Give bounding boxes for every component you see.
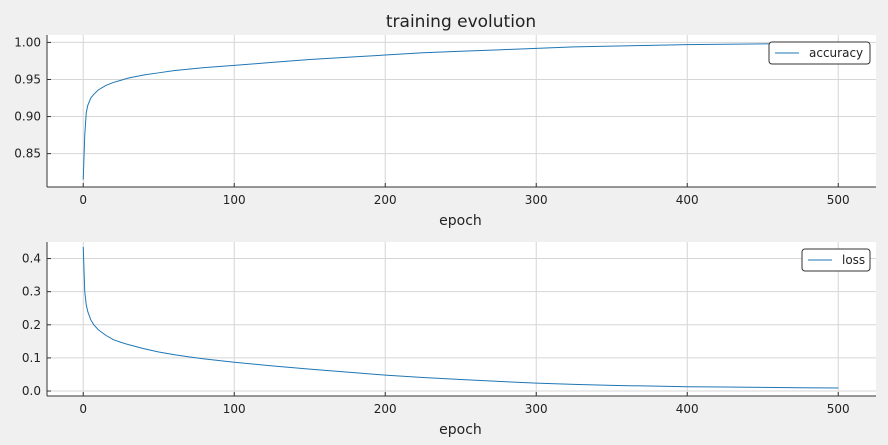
x-tick-label: 400: [676, 193, 699, 207]
x-tick-label: 0: [79, 193, 87, 207]
accuracy-subplot: 0 100 200 300 400 500 0.85 0.90 0.95 1.00 epoch acc…: [14, 35, 876, 229]
y-tick-label: 0.0: [22, 384, 41, 398]
x-tick-label: 200: [374, 193, 397, 207]
x-tick-label: 300: [525, 193, 548, 207]
plot-area: [47, 242, 876, 396]
y-tick-label: 1.00: [14, 35, 41, 49]
y-tick-label: 0.4: [22, 252, 41, 266]
x-tick-label: 200: [374, 402, 397, 416]
x-tick-label: 500: [827, 402, 850, 416]
figure-title: training evolution: [386, 12, 536, 32]
y-tick-label: 0.1: [22, 351, 41, 365]
x-tick-label: 300: [525, 402, 548, 416]
legend-box: [801, 248, 871, 272]
legend-label: accuracy: [809, 46, 863, 60]
legend: accuracy: [768, 41, 871, 65]
x-tick-label: 0: [79, 402, 87, 416]
x-tick-label: 100: [223, 402, 246, 416]
x-tick-label: 500: [827, 193, 850, 207]
y-tick-label: 0.3: [22, 285, 41, 299]
legend: loss: [801, 248, 871, 272]
y-tick-label: 0.90: [14, 110, 41, 124]
y-tick-label: 0.2: [22, 318, 41, 332]
series-line-accuracy: [82, 42, 839, 180]
legend-box: [768, 41, 871, 65]
plot-area: [47, 35, 876, 187]
loss-subplot: 0 100 200 300 400 500 0.0 0.1 0.2 0.3 0.4 epoch loss: [22, 242, 876, 438]
series-line-loss: [82, 246, 839, 389]
x-axis-label: epoch: [439, 422, 482, 438]
legend-label: loss: [842, 253, 865, 267]
x-tick-label: 100: [223, 193, 246, 207]
y-tick-label: 0.95: [14, 72, 41, 86]
y-tick-label: 0.85: [14, 147, 41, 161]
x-tick-label: 400: [676, 402, 699, 416]
x-axis-label: epoch: [439, 213, 482, 229]
